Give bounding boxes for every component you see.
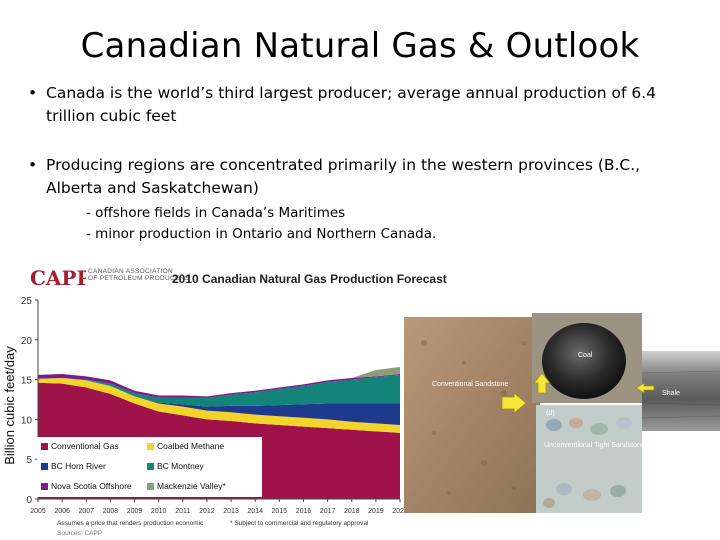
legend-item-conventional-gas: Conventional Gas (41, 441, 119, 451)
capp-org-name: CANADIAN ASSOCIATION OF PETROLEUM PRODUC… (88, 268, 189, 282)
x-tick-label: 2007 (78, 508, 94, 515)
x-tick-label: 2016 (296, 508, 312, 515)
legend-swatch (147, 443, 154, 450)
sub-bullet-offshore: - offshore fields in Canada’s Maritimes (86, 205, 346, 221)
legend-item-bc-montney: BC Montney (147, 461, 204, 471)
area-series-coalbed-methane (38, 378, 400, 433)
area-series-nova-scotia-offshore (38, 374, 400, 398)
chart-source: Sources: CAPP (57, 530, 103, 537)
rock-samples-image: Conventional Sandstone Coal Shale (d) Un… (404, 313, 720, 513)
x-tick-label: 2008 (103, 508, 119, 515)
chart-legend: Conventional Gas Coalbed Methane BC Horn R… (37, 437, 262, 497)
x-tick-label: 2015 (272, 508, 288, 515)
x-tick-label: 2018 (344, 508, 360, 515)
label-coal: Coal (578, 352, 593, 359)
x-tick-label: 2009 (127, 508, 143, 515)
bullet-regions: • Producing regions are concentrated pri… (28, 154, 698, 200)
chart-footnote-price: Assumes a price that renders production … (57, 520, 204, 527)
legend-label: Nova Scotia Offshore (51, 481, 132, 491)
legend-label: Coalbed Methane (157, 441, 225, 451)
label-shale: Shale (662, 390, 680, 397)
x-tick-label: 2020 (392, 508, 408, 515)
y-tick-label: 0 (26, 495, 32, 506)
y-tick-label: 15 (21, 376, 33, 387)
x-tick-label: 2011 (175, 508, 190, 515)
capp-org-line1: CANADIAN ASSOCIATION (88, 268, 173, 275)
y-axis-label: Billion cubic feet/day (2, 346, 17, 465)
x-tick-label: 2014 (247, 508, 263, 515)
label-conventional: Conventional Sandstone (432, 381, 508, 388)
arrow-right-icon (501, 392, 527, 414)
x-tick-label: 2006 (54, 508, 70, 515)
bullet-production: • Canada is the world’s third largest pr… (28, 82, 698, 128)
x-tick-label: 2012 (199, 508, 215, 515)
area-series-bc-montney (38, 374, 400, 407)
legend-label: Conventional Gas (51, 441, 119, 451)
legend-label: BC Montney (157, 461, 204, 471)
coal-sample (542, 323, 626, 399)
area-series-bc-horn-river (38, 378, 400, 425)
x-tick-label: 2019 (368, 508, 384, 515)
capp-logo: CAPP (30, 266, 86, 290)
arrow-shale-icon (635, 382, 655, 394)
sub-bullet-minor: - minor production in Ontario and Northe… (86, 226, 437, 242)
legend-swatch (41, 463, 48, 470)
x-tick-label: 2010 (151, 508, 167, 515)
y-tick-label: 20 (21, 336, 33, 347)
bullet-text: Producing regions are concentrated prima… (46, 156, 641, 197)
label-unconventional: Unconventional Tight Sandstone (544, 442, 645, 449)
chart-title: 2010 Canadian Natural Gas Production For… (172, 272, 447, 286)
legend-label: BC Horn River (51, 461, 106, 471)
sandstone-photo (404, 317, 540, 513)
y-tick-label: 5 (26, 455, 32, 466)
y-tick-label: 10 (21, 415, 33, 426)
capp-logo-text: CAPP (30, 266, 86, 290)
x-tick-label: 2017 (320, 508, 336, 515)
chart-footnote-approval: * Subject to commercial and regulatory a… (230, 520, 369, 527)
legend-item-mackenzie-valley: Mackenzie Valley* (147, 481, 226, 491)
legend-swatch (147, 463, 154, 470)
capp-org-line2: OF PETROLEUM PRODUCERS (88, 275, 190, 282)
shale-photo (642, 351, 720, 431)
x-tick-label: 2013 (223, 508, 239, 515)
bullet-dot: • (28, 84, 38, 102)
legend-item-coalbed-methane: Coalbed Methane (147, 441, 224, 451)
legend-label: Mackenzie Valley* (157, 481, 226, 491)
x-tick-label: 2005 (30, 508, 46, 515)
bullet-text: Canada is the world’s third largest prod… (46, 84, 656, 125)
label-d: (d) (546, 410, 555, 417)
legend-swatch (41, 443, 48, 450)
production-forecast-chart: 0 5 10 15 20 25 2005 2006 2007 2008 2009 2010 2011 20… (2, 296, 408, 515)
legend-swatch (147, 483, 154, 490)
y-tick-label: 25 (21, 296, 33, 307)
slide-title: Canadian Natural Gas & Outlook (80, 26, 640, 66)
bullet-dot: • (28, 156, 38, 174)
legend-item-nova-scotia-offshore: Nova Scotia Offshore (41, 481, 132, 491)
legend-swatch (41, 483, 48, 490)
arrow-up-icon (533, 372, 551, 394)
legend-item-bc-horn-river: BC Horn River (41, 461, 106, 471)
